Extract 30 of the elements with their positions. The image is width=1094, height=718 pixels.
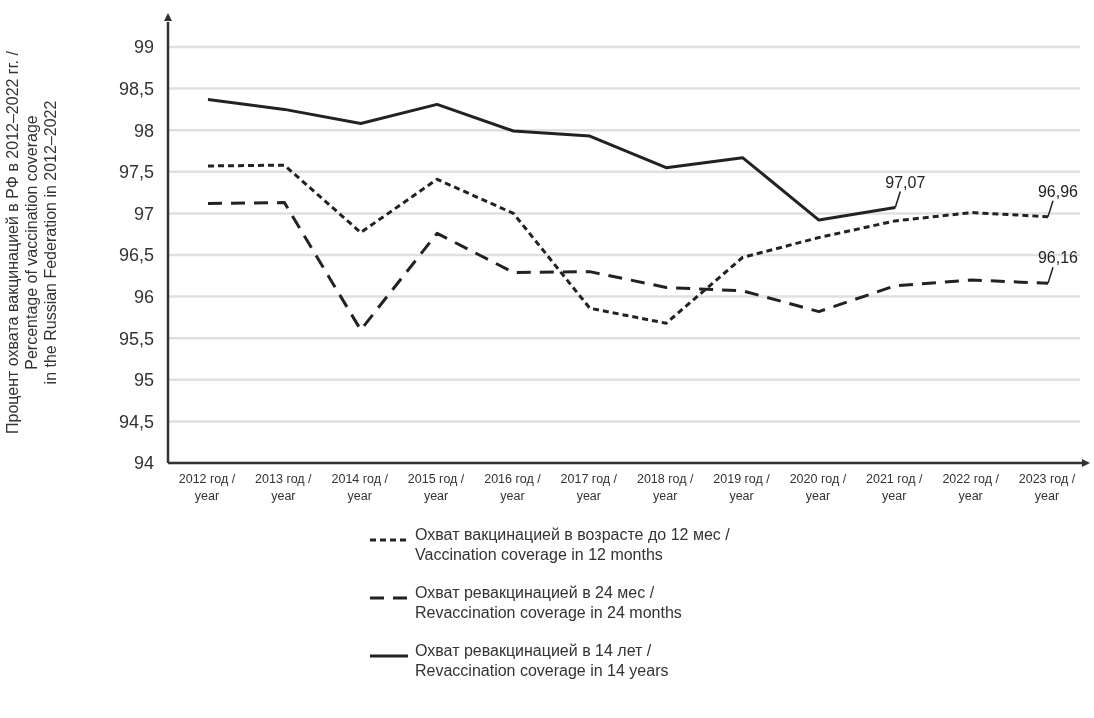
legend-label: Охват ревакцинацией в 24 мес / Revaccination coverage in 24 months	[415, 584, 682, 621]
y-axis-title: Процент охвата вакцинацией в РФ в 2012–2022 гг. / Percentage of vaccination coverage in the Russian Federation in 2012–2022	[4, 50, 59, 434]
legend-label: Охват ревакцинацией в 14 лет / Revaccination coverage in 14 years	[415, 642, 669, 679]
x-tick-label: 2012 год / year	[178, 472, 236, 503]
data-label: 96,96	[1037, 182, 1079, 200]
x-tick-label: 2019 год / year	[713, 472, 771, 503]
y-tick-label: 96	[133, 286, 154, 307]
y-tick-label: 97,5	[118, 162, 154, 183]
y-tick-label: 95,5	[118, 328, 154, 349]
y-tick-label: 94,5	[118, 411, 154, 432]
y-tick-label: 98,5	[118, 78, 154, 99]
x-tick-label: 2023 год / year	[1018, 472, 1076, 503]
data-label: 97,07	[885, 173, 926, 191]
legend-label: Охват вакцинацией в возрасте до 12 мес / Vaccination coverage in 12 months	[415, 526, 731, 563]
x-tick-label: 2017 год / year	[560, 472, 618, 503]
y-tick-label: 99	[133, 37, 154, 58]
x-tick-label: 2013 год / year	[255, 472, 313, 503]
data-label: 96,16	[1037, 249, 1079, 267]
x-tick-label: 2020 год / year	[789, 472, 847, 503]
x-tick-label: 2016 год / year	[484, 472, 542, 503]
y-tick-label: 96,5	[118, 245, 154, 266]
x-tick-label: 2022 год / year	[942, 472, 1000, 503]
y-tick-label: 97	[133, 203, 154, 224]
y-tick-label: 98	[133, 120, 154, 141]
x-tick-label: 2015 год / year	[407, 472, 465, 503]
x-tick-label: 2014 год / year	[331, 472, 389, 503]
x-tick-label: 2018 год / year	[636, 472, 694, 503]
x-tick-label: 2021 год / year	[866, 472, 924, 503]
y-tick-label: 94	[133, 453, 154, 474]
y-tick-label: 95	[133, 370, 154, 391]
